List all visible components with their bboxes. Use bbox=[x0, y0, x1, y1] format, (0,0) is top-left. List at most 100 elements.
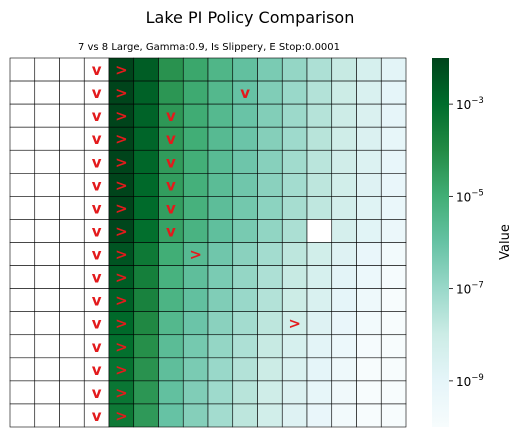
heatmap-cell bbox=[380, 357, 407, 382]
heatmap-cell bbox=[59, 103, 85, 128]
heatmap-cell bbox=[9, 357, 36, 382]
policy-arrow: v bbox=[92, 269, 102, 287]
policy-arrow: v bbox=[92, 84, 102, 102]
colorbar-tick-label: 10−5 bbox=[456, 188, 484, 204]
policy-arrow: v bbox=[92, 407, 102, 425]
heatmap-cell bbox=[34, 173, 60, 197]
heatmap-cell bbox=[207, 126, 234, 151]
heatmap-cell bbox=[380, 380, 407, 405]
heatmap-cell bbox=[281, 265, 308, 289]
heatmap-cell bbox=[257, 196, 283, 220]
heatmap-cell bbox=[232, 196, 258, 220]
heatmap-cell bbox=[232, 403, 258, 428]
policy-arrow: v bbox=[166, 153, 176, 171]
policy-arrow: v bbox=[92, 384, 102, 402]
policy-arrow: > bbox=[115, 84, 128, 102]
colorbar bbox=[432, 58, 449, 427]
heatmap-cell bbox=[281, 126, 308, 151]
heatmap-cell bbox=[34, 334, 60, 359]
policy-arrow: v bbox=[92, 107, 102, 125]
heatmap-cell bbox=[356, 173, 382, 197]
policy-arrow: > bbox=[115, 222, 128, 240]
colorbar-ticks: 10−3 10−5 10−7 10−9 bbox=[449, 96, 484, 389]
policy-arrow: v bbox=[166, 107, 176, 125]
heatmap-cells bbox=[9, 57, 407, 428]
heatmap-cell bbox=[34, 380, 60, 405]
chart-title: Lake PI Policy Comparison bbox=[146, 8, 355, 27]
heatmap-cell bbox=[34, 103, 60, 128]
heatmap-cell bbox=[380, 57, 407, 82]
heatmap-cell bbox=[356, 196, 382, 220]
policy-arrow: > bbox=[115, 315, 128, 333]
heatmap-cell bbox=[257, 149, 283, 174]
heatmap-cell bbox=[331, 57, 357, 82]
heatmap-cell bbox=[207, 334, 234, 359]
heatmap-cell bbox=[182, 126, 209, 151]
heatmap-cell bbox=[182, 196, 209, 220]
policy-arrow: v bbox=[166, 130, 176, 148]
heatmap-cell bbox=[232, 311, 258, 336]
policy-arrow: v bbox=[166, 222, 176, 240]
heatmap-cell bbox=[182, 380, 209, 405]
heatmap-cell bbox=[34, 288, 60, 312]
heatmap-cell bbox=[380, 288, 407, 312]
heatmap-cell bbox=[59, 173, 85, 197]
heatmap-cell bbox=[356, 288, 382, 312]
policy-arrow: > bbox=[288, 315, 301, 333]
heatmap-cell bbox=[232, 380, 258, 405]
heatmap-cell bbox=[133, 242, 159, 266]
heatmap-cell bbox=[281, 173, 308, 197]
heatmap-cell bbox=[356, 380, 382, 405]
heatmap-cell bbox=[331, 219, 357, 243]
policy-arrow: > bbox=[115, 338, 128, 356]
heatmap-cell bbox=[133, 357, 159, 382]
heatmap-cell bbox=[182, 288, 209, 312]
heatmap-cell bbox=[306, 403, 333, 428]
heatmap-cell bbox=[380, 265, 407, 289]
policy-arrow: v bbox=[92, 292, 102, 310]
heatmap-cell bbox=[331, 311, 357, 336]
heatmap-cell bbox=[158, 80, 184, 105]
heatmap-cell bbox=[306, 126, 333, 151]
heatmap-cell bbox=[9, 126, 36, 151]
heatmap-cell bbox=[257, 173, 283, 197]
heatmap-cell bbox=[331, 149, 357, 174]
heatmap-cell bbox=[331, 196, 357, 220]
heatmap-cell bbox=[9, 380, 36, 405]
heatmap-cell bbox=[158, 357, 184, 382]
heatmap-cell bbox=[207, 219, 234, 243]
heatmap-cell bbox=[257, 126, 283, 151]
heatmap-cell bbox=[331, 126, 357, 151]
policy-arrow: > bbox=[115, 199, 128, 217]
policy-arrow: v bbox=[92, 338, 102, 356]
heatmap-cell bbox=[133, 103, 159, 128]
heatmap-cell bbox=[257, 403, 283, 428]
heatmap-cell bbox=[59, 311, 85, 336]
policy-arrow: v bbox=[92, 361, 102, 379]
colorbar-label: Value bbox=[498, 224, 513, 260]
heatmap-cell bbox=[380, 173, 407, 197]
heatmap-cell bbox=[59, 126, 85, 151]
heatmap-cell bbox=[380, 219, 407, 243]
heatmap-cell bbox=[306, 57, 333, 82]
heatmap-cell bbox=[9, 173, 36, 197]
policy-arrow: v bbox=[92, 246, 102, 264]
heatmap-cell bbox=[356, 357, 382, 382]
heatmap-cell bbox=[232, 334, 258, 359]
heatmap-cell bbox=[133, 288, 159, 312]
heatmap-cell bbox=[34, 126, 60, 151]
heatmap-cell bbox=[281, 242, 308, 266]
heatmap-cell bbox=[356, 149, 382, 174]
heatmap-cell bbox=[331, 334, 357, 359]
heatmap-cell bbox=[9, 57, 36, 82]
heatmap-cell bbox=[207, 173, 234, 197]
heatmap-cell bbox=[182, 149, 209, 174]
heatmap-cell bbox=[257, 357, 283, 382]
policy-arrow: > bbox=[115, 269, 128, 287]
heatmap-cell bbox=[9, 403, 36, 428]
heatmap-cell bbox=[133, 196, 159, 220]
heatmap-cell bbox=[133, 403, 159, 428]
heatmap-cell bbox=[182, 57, 209, 82]
heatmap-cell bbox=[207, 149, 234, 174]
chart-subtitle: 7 vs 8 Large, Gamma:0.9, Is Slippery, E … bbox=[78, 42, 340, 53]
